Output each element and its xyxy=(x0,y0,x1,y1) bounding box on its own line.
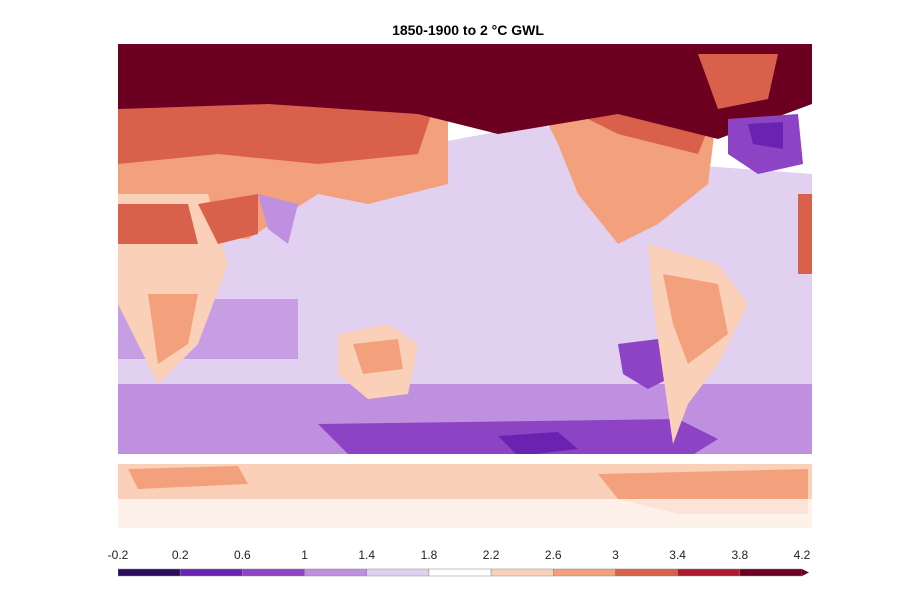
colorbar-tick-label: 1 xyxy=(301,548,308,562)
colorbar-segment xyxy=(490,568,554,577)
colorbar-segment xyxy=(615,568,678,577)
antarctica-warm xyxy=(128,466,248,489)
colorbar-tick-label: 0.2 xyxy=(171,548,189,562)
colorbar-tick-label: 4.2 xyxy=(793,548,811,562)
colorbar-tick-label: 2.6 xyxy=(544,548,562,562)
antarctica-interior xyxy=(118,499,812,528)
west-asia-hot xyxy=(198,194,258,244)
greenland xyxy=(698,54,778,109)
colorbar-tick-label: 3 xyxy=(612,548,619,562)
colorbar-segment xyxy=(304,568,367,577)
map-title: 1850-1900 to 2 °C GWL xyxy=(392,22,544,38)
colorbar-tick-label: 1.8 xyxy=(420,548,438,562)
warming-map xyxy=(118,44,812,528)
colorbar-tick-label: 3.8 xyxy=(731,548,749,562)
colorbar-tick-label: 2.2 xyxy=(482,548,500,562)
tibet-cool xyxy=(258,194,298,244)
colorbar-segment xyxy=(118,568,181,577)
colorbar-tick-label: 3.4 xyxy=(669,548,686,562)
colorbar-segment xyxy=(242,568,305,577)
colorbar xyxy=(118,568,809,577)
colorbar-segment xyxy=(428,568,492,577)
australia-warm xyxy=(353,339,403,374)
south-america-warm xyxy=(663,274,728,364)
colorbar-segment xyxy=(179,568,243,577)
colorbar-segment xyxy=(677,568,741,577)
africa-south-warm xyxy=(148,294,198,364)
eurasia-hot xyxy=(118,94,438,164)
colorbar-extend-arrow xyxy=(802,569,809,576)
colorbar-segment xyxy=(366,568,430,577)
west-africa-hot xyxy=(798,194,812,274)
colorbar-tick-label: -0.2 xyxy=(107,548,129,562)
colorbar-segment xyxy=(553,568,616,577)
north-atlantic-coldest xyxy=(748,122,783,149)
colorbar-segment xyxy=(739,568,803,577)
south-ocean-deepest xyxy=(498,432,578,456)
africa-warm xyxy=(118,204,198,244)
colorbar-tick-label: 1.4 xyxy=(358,548,376,562)
arctic xyxy=(118,44,812,139)
colorbar-tick-label: 0.6 xyxy=(234,548,251,562)
